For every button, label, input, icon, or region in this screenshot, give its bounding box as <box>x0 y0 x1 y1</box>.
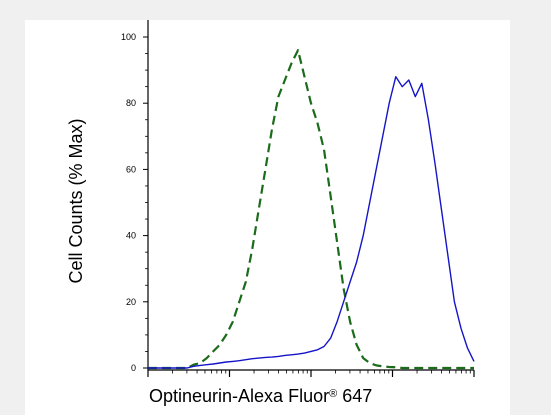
chart-panel <box>25 20 510 415</box>
series-line-sample <box>148 75 475 369</box>
series-line-control <box>148 49 474 370</box>
x-axis-label-registered: ® <box>329 388 337 400</box>
y-tick-label: 0 <box>131 363 136 373</box>
axes: 0 20 40 60 80 100 <box>121 20 475 377</box>
y-tick-label: 80 <box>126 98 136 108</box>
y-tick-label: 60 <box>126 164 136 174</box>
y-axis-label: Cell Counts (% Max) <box>66 118 86 283</box>
x-axis-label-suffix: 647 <box>337 386 372 406</box>
y-tick-label: 20 <box>126 297 136 307</box>
y-tick-label: 100 <box>121 32 136 42</box>
x-axis-label: Optineurin-Alexa Fluor® 647 <box>149 386 372 406</box>
y-tick-label: 40 <box>126 231 136 241</box>
x-axis-label-main: Optineurin-Alexa Fluor <box>149 386 329 406</box>
series-layer <box>148 49 475 370</box>
